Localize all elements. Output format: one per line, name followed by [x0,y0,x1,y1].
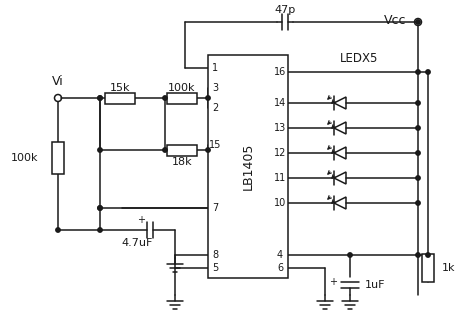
Text: +: + [137,215,144,225]
Circle shape [163,148,167,152]
Text: 8: 8 [212,250,218,260]
Text: 100k: 100k [11,153,38,163]
Bar [421,254,433,282]
Circle shape [206,96,210,100]
Circle shape [347,253,351,257]
Text: LB1405: LB1405 [241,143,254,190]
Text: +: + [328,277,336,287]
Circle shape [98,96,102,100]
Circle shape [415,126,419,130]
Text: Vi: Vi [52,75,64,88]
Circle shape [415,70,419,74]
Text: 15: 15 [208,140,221,150]
Circle shape [425,70,429,74]
Bar [105,93,135,104]
Text: 1uF: 1uF [364,280,385,290]
Text: 1k: 1k [441,263,455,273]
Text: 47p: 47p [274,5,295,15]
Text: 7: 7 [212,203,218,213]
Text: 5: 5 [212,263,218,273]
Bar [167,93,197,104]
Circle shape [56,228,60,232]
Text: 3: 3 [212,83,218,93]
Circle shape [415,176,419,180]
Bar [52,142,64,174]
Text: 15k: 15k [110,83,130,93]
Text: 6: 6 [276,263,282,273]
Text: Vcc: Vcc [383,14,405,26]
Text: 10: 10 [273,198,286,208]
Text: LEDX5: LEDX5 [339,52,377,65]
Text: 4: 4 [276,250,282,260]
Text: 12: 12 [273,148,286,158]
Circle shape [98,228,102,232]
Circle shape [98,96,102,100]
Circle shape [415,201,419,205]
Circle shape [206,148,210,152]
Text: 14: 14 [273,98,286,108]
Text: 13: 13 [273,123,286,133]
Text: 100k: 100k [168,83,195,93]
Circle shape [163,96,167,100]
Circle shape [98,206,102,210]
Circle shape [425,253,429,257]
Text: 16: 16 [273,67,286,77]
Text: 4.7uF: 4.7uF [122,238,153,248]
Bar [207,55,288,278]
Circle shape [98,206,102,210]
Text: 1: 1 [212,63,218,73]
Circle shape [98,148,102,152]
Bar [167,145,197,156]
Circle shape [415,151,419,155]
Text: 2: 2 [212,103,218,113]
Circle shape [415,20,419,24]
Circle shape [415,101,419,105]
Text: 11: 11 [273,173,286,183]
Text: 18k: 18k [171,157,192,167]
Circle shape [415,253,419,257]
